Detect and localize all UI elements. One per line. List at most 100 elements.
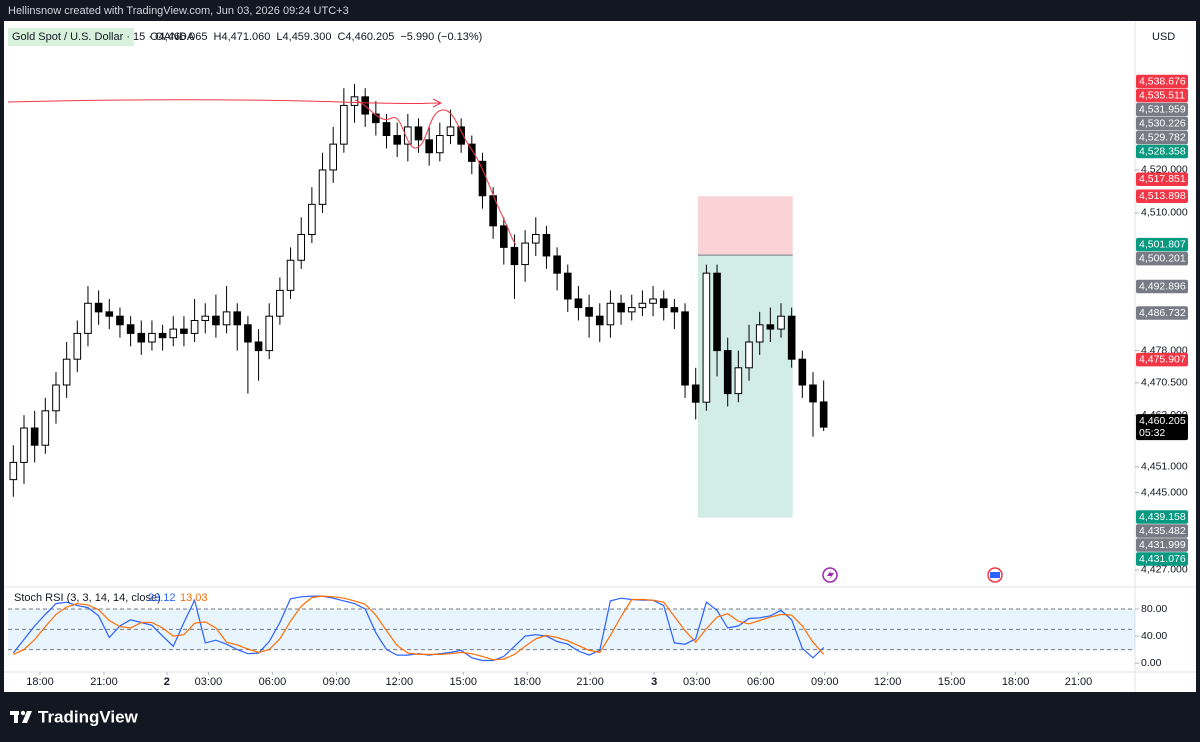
x-tick-label: 09:00	[811, 676, 839, 688]
x-tick-label: 12:00	[386, 676, 414, 688]
y-tick-label: 4,510.000	[1141, 207, 1188, 219]
y-tick-label: 4,445.000	[1141, 486, 1188, 498]
candle-body	[276, 289, 284, 317]
candle-body	[798, 358, 807, 386]
price-label: 4,517.851	[1136, 172, 1188, 186]
indicator-value: 23.12	[148, 592, 176, 604]
price-label-text: 4,435.482	[1139, 525, 1186, 537]
candle-body	[553, 255, 561, 274]
candle-body	[84, 302, 92, 334]
price-label: 4,431.076	[1136, 552, 1188, 566]
candle-body	[254, 341, 263, 352]
price-label-box	[1136, 352, 1188, 367]
price-label-box	[1136, 130, 1188, 145]
candle-body	[126, 324, 135, 334]
x-tick-label: 2	[164, 676, 170, 688]
symbol-title: Gold Spot / U.S. Dollar · 15 · OANDA	[12, 31, 195, 43]
ohlc-change: −5.990 (−0.13%)	[400, 31, 482, 43]
countdown: 05:32	[1139, 427, 1165, 439]
price-label: 4,500.201	[1136, 251, 1188, 266]
price-label: 4,492.896	[1136, 279, 1188, 294]
indicator-title: Stoch RSI (3, 3, 14, 14, close)	[14, 592, 161, 604]
candle-body	[574, 298, 583, 309]
position-loss	[697, 196, 793, 256]
candle-body	[212, 315, 220, 326]
price-label-text: 4,528.358	[1139, 145, 1186, 157]
candle-body	[723, 350, 732, 395]
candle-body	[297, 233, 306, 261]
path-drawing	[354, 99, 517, 246]
candle-body	[446, 126, 455, 137]
price-label: 4,513.898	[1136, 189, 1188, 203]
price-label-text: 4,460.205	[1139, 415, 1186, 427]
y-tick-label: 4,451.000	[1141, 461, 1188, 473]
candle-body	[222, 311, 231, 326]
candle-body	[595, 315, 604, 326]
candle-body	[425, 139, 433, 154]
price-label-box	[1136, 306, 1188, 320]
candle-body	[73, 332, 82, 360]
candle-body	[62, 358, 71, 386]
arrow-head	[432, 98, 443, 108]
price-label-text: 4,531.959	[1139, 103, 1186, 115]
price-label: 4,501.807	[1136, 237, 1188, 252]
candle-body	[340, 104, 348, 145]
candle-body	[766, 324, 775, 330]
indicator-line	[13, 595, 825, 661]
symbol-highlight	[8, 28, 134, 46]
price-label-text: 4,500.201	[1139, 252, 1186, 264]
x-tick-label: 15:00	[450, 676, 478, 688]
candle-body	[819, 401, 828, 428]
candle-body	[734, 367, 743, 395]
candle-body	[510, 246, 519, 266]
footer-logo	[10, 710, 32, 723]
logo-part	[14, 711, 18, 723]
candle-body	[521, 242, 529, 266]
price-label: 4,530.226	[1136, 116, 1188, 131]
indicator-y-tick-label: 0.00	[1141, 657, 1162, 669]
price-label-box	[1136, 524, 1188, 538]
candle-body	[201, 315, 210, 321]
price-label-text: 4,486.732	[1139, 307, 1186, 319]
candle-body	[404, 126, 412, 145]
price-label-text: 4,431.076	[1139, 553, 1186, 565]
ohlc-value: 4,471.060	[221, 31, 270, 43]
candle-body	[137, 332, 146, 343]
flag	[990, 572, 1000, 578]
price-label-box	[1136, 189, 1188, 203]
footer-brand[interactable]: TradingView	[38, 707, 139, 726]
indicator-y-tick-label: 80.00	[1141, 603, 1167, 615]
position-profit	[697, 255, 793, 518]
candle-body	[190, 319, 199, 334]
candle-body	[382, 122, 391, 137]
x-tick-label: 09:00	[323, 676, 351, 688]
candle-body	[627, 307, 636, 313]
price-label-text: 4,535.511	[1139, 89, 1185, 101]
x-tick-label: 06:00	[259, 676, 287, 688]
candle-body	[457, 126, 465, 145]
candle-body	[329, 143, 338, 171]
price-label-box	[1136, 251, 1188, 266]
footer	[4, 692, 1196, 742]
price-label-box	[1136, 414, 1188, 441]
price-label-box	[1136, 279, 1188, 294]
candle-body	[787, 315, 796, 360]
price-label-box	[1136, 88, 1188, 103]
candle-body	[713, 272, 721, 352]
candle-body	[94, 302, 103, 313]
candle-body	[659, 298, 668, 309]
candle-body	[158, 332, 167, 339]
candle-body	[638, 302, 647, 309]
price-label-text: 4,492.896	[1139, 280, 1186, 292]
candle-body	[169, 328, 178, 339]
candles	[9, 83, 828, 497]
event-icon[interactable]	[822, 567, 838, 583]
candle-body	[148, 332, 156, 343]
candle-body	[542, 233, 551, 257]
stoch-rsi-pane	[8, 595, 1135, 662]
price-label: 4,528.358	[1136, 144, 1188, 159]
candle-body	[563, 272, 572, 300]
price-label: 4,431.999	[1136, 538, 1188, 552]
